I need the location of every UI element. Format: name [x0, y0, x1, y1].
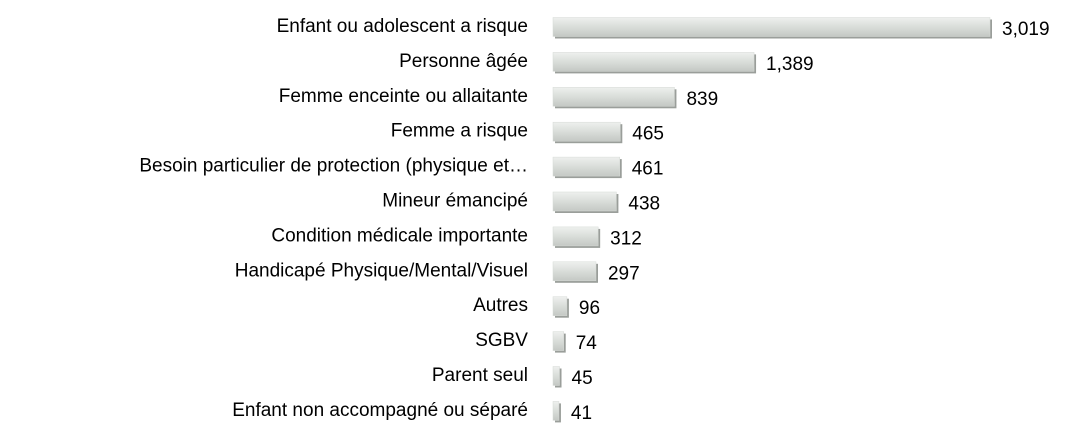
- category-label: Condition médicale importante: [271, 225, 528, 246]
- bar: [552, 121, 621, 142]
- bar: [552, 156, 620, 177]
- category-label: Personne âgée: [399, 51, 528, 72]
- bar: [552, 191, 617, 212]
- category-label: Besoin particulier de protection (physiq…: [139, 156, 528, 177]
- value-label: 3,019: [1002, 19, 1050, 40]
- category-label: Autres: [473, 295, 528, 316]
- value-label: 297: [608, 263, 640, 284]
- bar: [552, 366, 560, 386]
- value-label: 465: [632, 124, 664, 145]
- category-label: Enfant ou adolescent a risque: [277, 16, 528, 37]
- category-label: Handicapé Physique/Mental/Visuel: [235, 260, 528, 281]
- value-label: 96: [579, 298, 600, 319]
- bar: [552, 17, 991, 37]
- bar: [552, 261, 597, 282]
- value-label: 438: [628, 194, 660, 215]
- bar: [552, 87, 675, 107]
- category-label: Parent seul: [432, 365, 528, 386]
- bar: [552, 401, 560, 421]
- value-label: 839: [686, 89, 718, 110]
- bar: [552, 296, 568, 316]
- bar: [552, 52, 755, 72]
- bar: [552, 331, 564, 351]
- category-label: SGBV: [475, 330, 528, 351]
- category-label: Femme a risque: [391, 121, 528, 142]
- category-label: Enfant non accompagné ou séparé: [232, 400, 528, 421]
- category-label: Femme enceinte ou allaitante: [279, 86, 528, 107]
- value-label: 461: [632, 159, 664, 180]
- value-label: 41: [571, 403, 592, 424]
- value-label: 45: [572, 368, 593, 389]
- value-label: 74: [576, 333, 598, 354]
- value-label: 1,389: [766, 54, 814, 75]
- bar: [552, 226, 599, 247]
- category-label: Mineur émancipé: [382, 191, 528, 212]
- value-label: 312: [610, 228, 642, 249]
